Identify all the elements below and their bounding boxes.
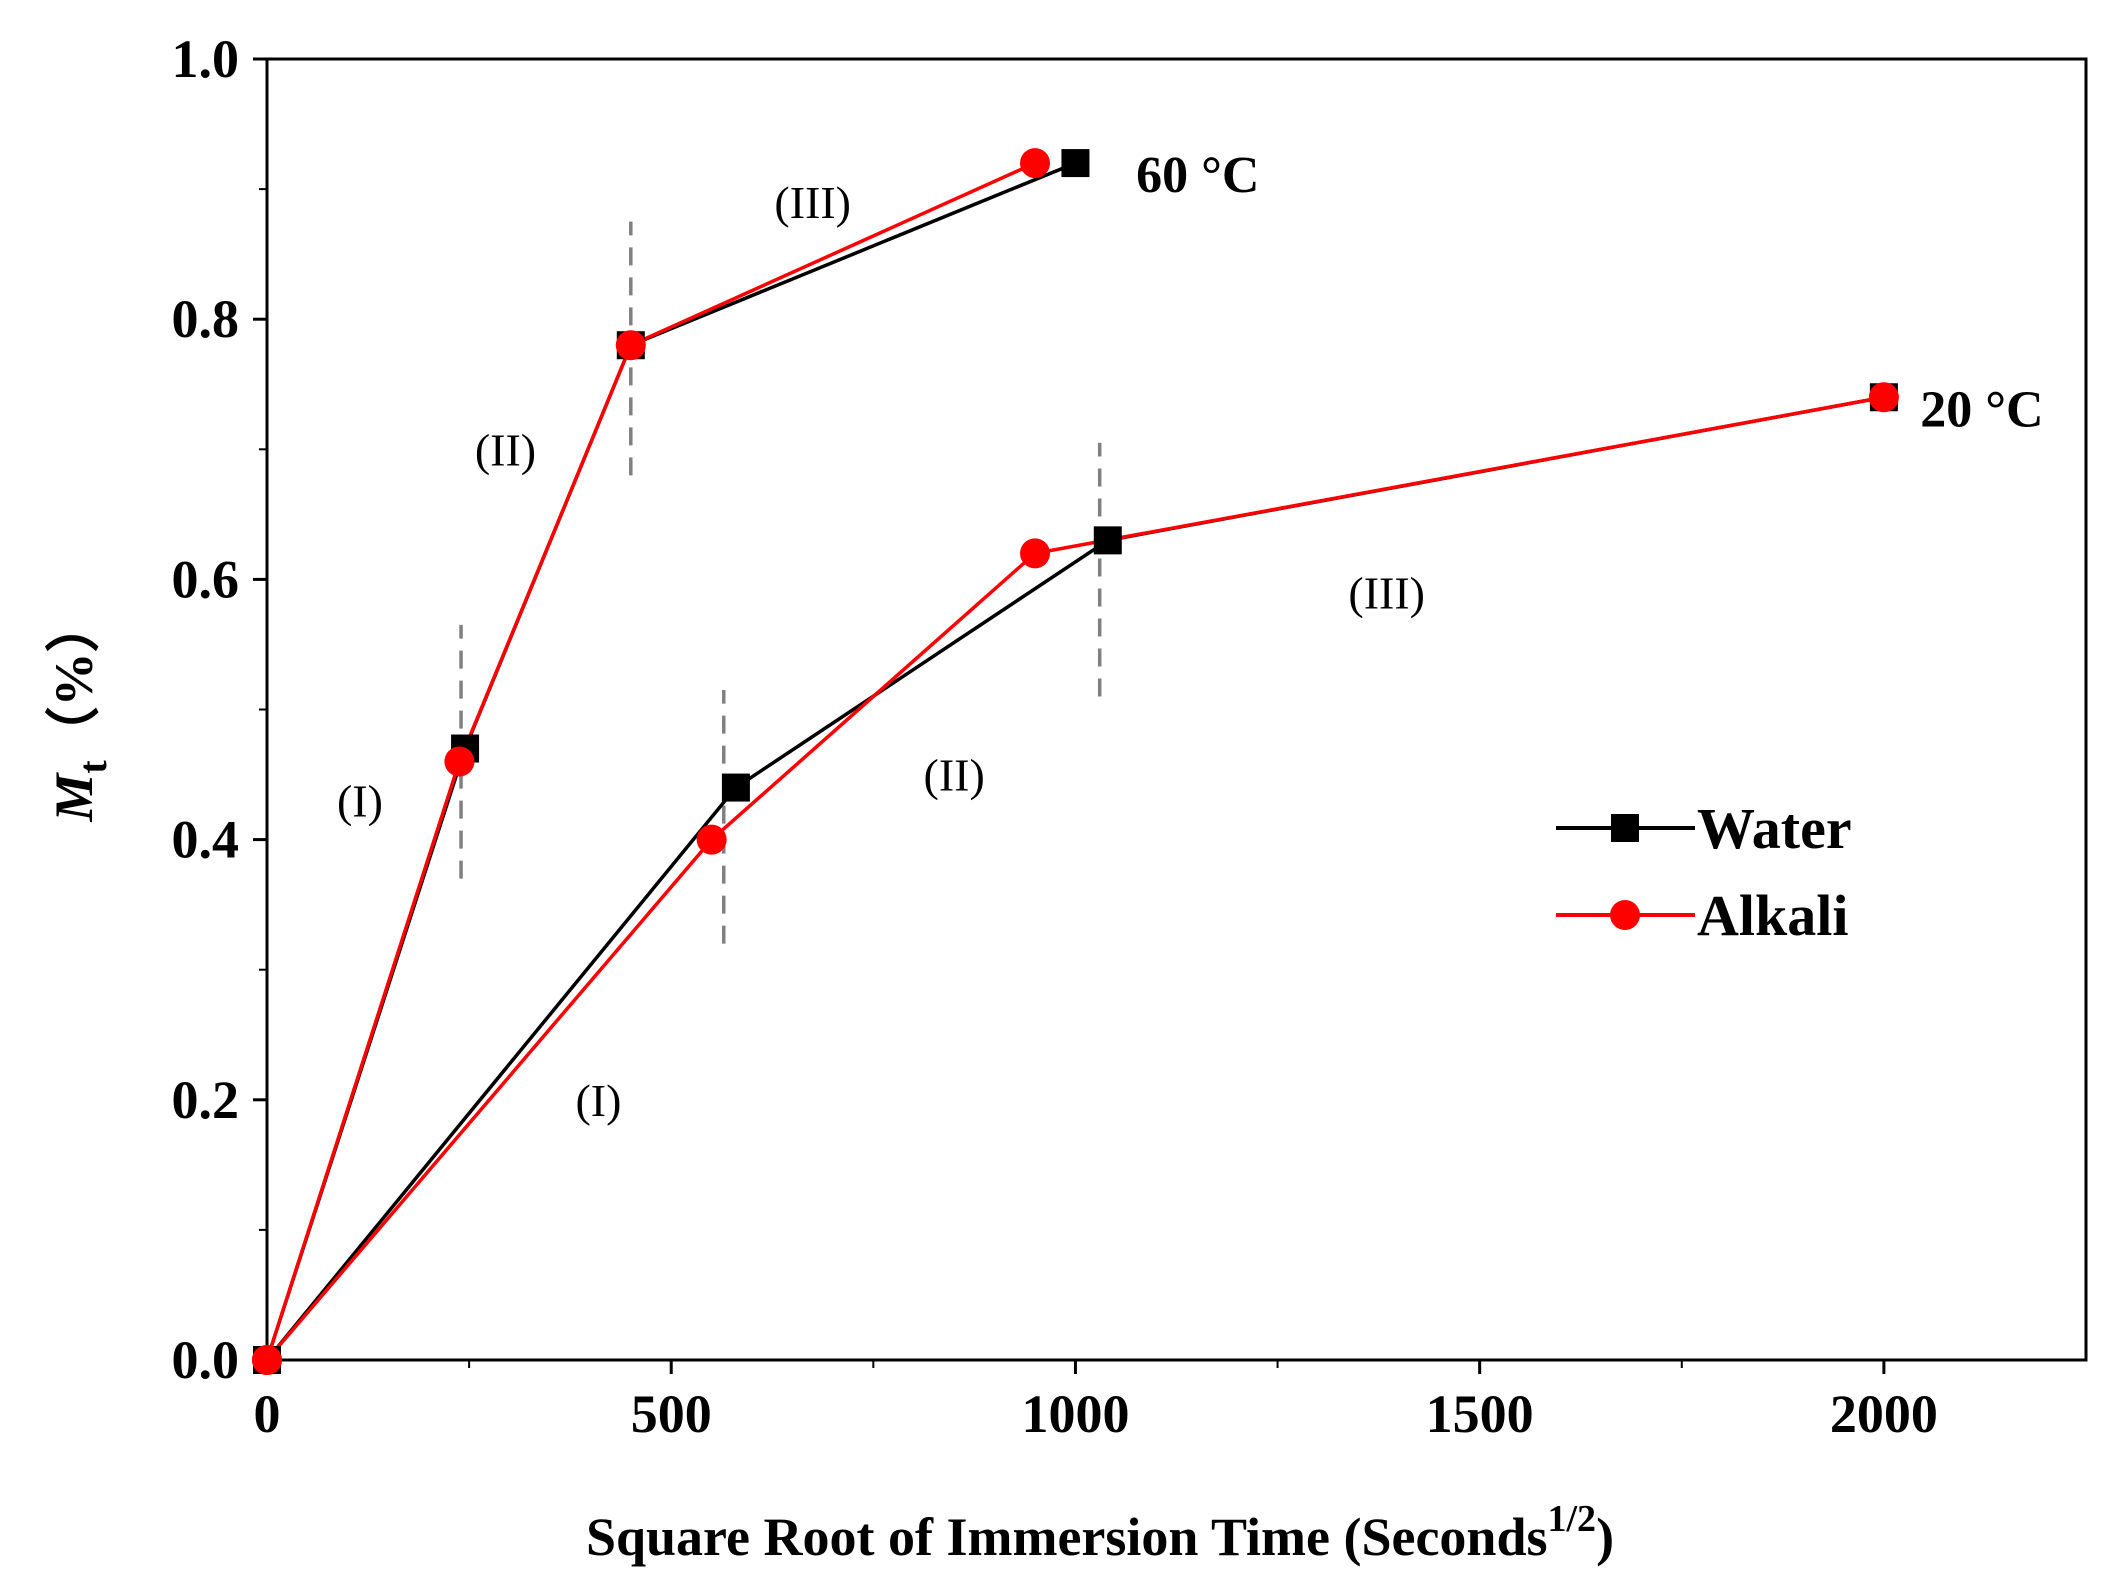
data-point-alkali xyxy=(252,1345,282,1375)
legend-water-label: Water xyxy=(1697,796,1852,861)
data-point-alkali xyxy=(696,824,727,855)
x-tick-label: 500 xyxy=(631,1384,712,1444)
x-tick-label: 0 xyxy=(254,1384,281,1444)
data-point-water xyxy=(1093,526,1122,555)
legend: Water Alkali xyxy=(1556,796,1852,948)
y-axis-title-main: M xyxy=(44,772,104,823)
x-tick-label: 1500 xyxy=(1426,1384,1534,1444)
legend-water-marker xyxy=(1611,814,1639,842)
data-point-water xyxy=(1061,149,1090,178)
legend-alkali-label: Alkali xyxy=(1697,883,1849,948)
x-axis-title: Square Root of Immersion Time (Seconds1/… xyxy=(586,1498,1614,1567)
y-tick-label: 0.4 xyxy=(172,810,240,870)
phase-label: (II) xyxy=(475,424,536,475)
y-tick-label: 0.6 xyxy=(172,549,240,609)
phase-label: (II) xyxy=(924,750,985,801)
temperature-label: 20 °C xyxy=(1920,381,2043,438)
phase-label: (I) xyxy=(575,1075,621,1126)
y-tick-label: 1.0 xyxy=(172,29,240,89)
x-tick-label: 1000 xyxy=(1021,1384,1129,1444)
y-tick-label: 0.0 xyxy=(172,1330,240,1390)
y-tick-label: 0.2 xyxy=(172,1070,240,1130)
y-axis-title: Mt（%） xyxy=(44,598,115,822)
y-axis-title-unit: （%） xyxy=(44,598,104,760)
plot-frame xyxy=(265,57,2088,1362)
x-axis-title-superscript: 1/2 xyxy=(1548,1498,1597,1540)
data-point-alkali xyxy=(615,330,646,361)
phase-label: (III) xyxy=(774,177,851,228)
data-point-alkali xyxy=(444,746,475,777)
data-point-alkali xyxy=(1020,148,1051,179)
y-tick-label: 0.8 xyxy=(172,289,240,349)
x-axis-title-main: Square Root of Immersion Time (Seconds xyxy=(586,1507,1548,1567)
series-line-water xyxy=(265,395,1885,1362)
x-tick-label: 2000 xyxy=(1830,1384,1938,1444)
x-axis-title-close: ) xyxy=(1596,1507,1614,1567)
legend-alkali-marker xyxy=(1610,900,1640,930)
data-point-water xyxy=(721,773,750,802)
data-point-alkali xyxy=(1868,382,1899,413)
series-line-alkali xyxy=(265,395,1885,1362)
phase-label: (III) xyxy=(1348,567,1425,618)
phase-label: (I) xyxy=(337,776,383,827)
y-axis-title-sub: t xyxy=(70,760,115,774)
temperature-label: 60 °C xyxy=(1136,147,1259,204)
series-line-alkali xyxy=(265,161,1036,1361)
data-point-alkali xyxy=(1020,538,1051,569)
